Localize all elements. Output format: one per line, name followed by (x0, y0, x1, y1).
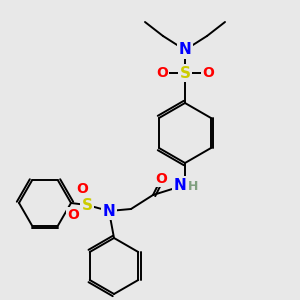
Text: O: O (67, 208, 79, 222)
Text: O: O (155, 172, 167, 186)
Text: N: N (174, 178, 186, 193)
Text: H: H (188, 181, 198, 194)
Text: S: S (82, 197, 92, 212)
Text: O: O (76, 182, 88, 196)
Text: O: O (156, 66, 168, 80)
Text: O: O (202, 66, 214, 80)
Text: S: S (179, 65, 191, 80)
Text: N: N (178, 43, 191, 58)
Text: N: N (103, 203, 116, 218)
